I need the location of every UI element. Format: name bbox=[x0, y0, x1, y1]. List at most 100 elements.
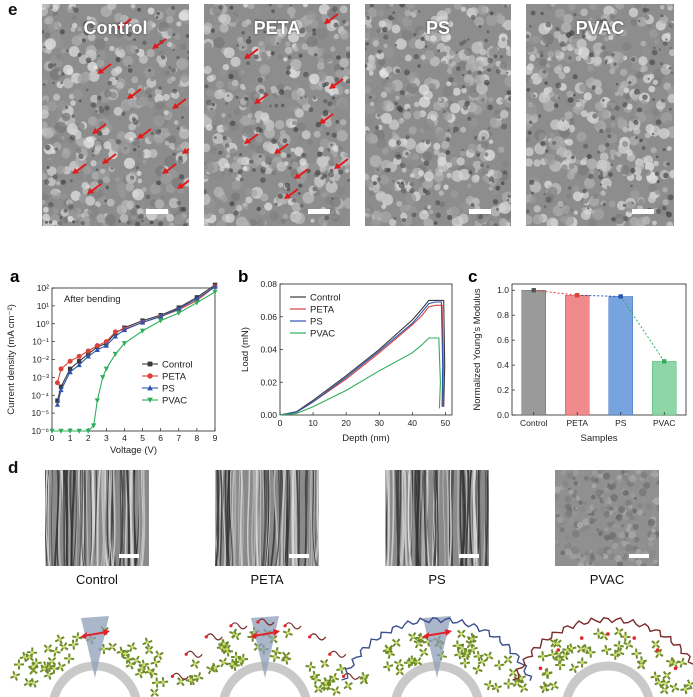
pore bbox=[492, 199, 499, 205]
grain bbox=[339, 5, 348, 14]
grain bbox=[236, 204, 243, 212]
grain bbox=[616, 4, 625, 10]
unit-core bbox=[626, 643, 630, 647]
pore bbox=[229, 120, 236, 127]
fringe bbox=[449, 470, 452, 566]
grain bbox=[42, 127, 54, 139]
grain bbox=[571, 542, 577, 548]
grain bbox=[488, 186, 493, 191]
grain bbox=[318, 146, 324, 153]
unit-core bbox=[410, 658, 414, 663]
perovskite-unit bbox=[305, 661, 316, 672]
pore bbox=[98, 107, 105, 114]
grain bbox=[616, 200, 627, 211]
data-point bbox=[112, 351, 118, 357]
perovskite-unit bbox=[138, 659, 149, 670]
grain bbox=[288, 31, 300, 43]
grain bbox=[622, 41, 632, 52]
grain bbox=[130, 4, 136, 9]
grain bbox=[583, 529, 591, 537]
pore bbox=[583, 143, 589, 149]
grain bbox=[255, 118, 261, 124]
pore bbox=[605, 142, 610, 148]
pore bbox=[486, 30, 490, 34]
grain bbox=[291, 202, 302, 212]
grain bbox=[147, 101, 154, 109]
grain bbox=[376, 138, 387, 149]
unit-core bbox=[316, 687, 320, 691]
grain bbox=[648, 85, 656, 93]
pore bbox=[253, 54, 259, 60]
grain bbox=[498, 201, 511, 214]
grain bbox=[614, 213, 625, 225]
red-arrow bbox=[324, 13, 339, 24]
fringe bbox=[312, 470, 317, 566]
grain bbox=[486, 218, 496, 226]
pore bbox=[571, 155, 575, 160]
pore bbox=[663, 172, 669, 179]
grain bbox=[621, 524, 625, 528]
fringe bbox=[78, 470, 81, 566]
perovskite-unit bbox=[549, 680, 559, 691]
grain bbox=[51, 133, 64, 146]
x-axis-label: Samples bbox=[581, 433, 618, 444]
pore bbox=[592, 113, 598, 119]
pore bbox=[582, 189, 587, 194]
pore bbox=[543, 193, 546, 196]
grain bbox=[452, 87, 461, 96]
perovskite-unit bbox=[10, 670, 21, 681]
grain bbox=[370, 101, 375, 106]
grain bbox=[51, 4, 59, 12]
grain bbox=[479, 175, 490, 186]
perovskite-unit bbox=[654, 648, 664, 659]
grain bbox=[294, 108, 304, 118]
grain bbox=[564, 111, 573, 120]
pore bbox=[252, 168, 256, 172]
grain bbox=[241, 20, 249, 28]
grain bbox=[156, 212, 165, 221]
grain bbox=[291, 89, 302, 101]
grain bbox=[503, 19, 511, 31]
grain bbox=[666, 221, 674, 226]
grain bbox=[343, 24, 350, 31]
perovskite-unit bbox=[231, 630, 242, 641]
perovskite-unit bbox=[393, 658, 404, 669]
pore bbox=[301, 152, 306, 158]
grain bbox=[485, 14, 498, 26]
grain bbox=[367, 91, 380, 103]
pore bbox=[110, 166, 114, 170]
pore bbox=[204, 84, 209, 89]
unit-core bbox=[346, 683, 350, 688]
y-tick-label: 0.00 bbox=[260, 410, 277, 420]
grain bbox=[474, 18, 480, 24]
y-axis-label: Load (mN) bbox=[240, 327, 251, 372]
unit-core bbox=[459, 632, 463, 636]
fringe bbox=[436, 470, 439, 566]
y-tick-label: 0.06 bbox=[260, 312, 277, 322]
fringe bbox=[141, 470, 146, 566]
grain bbox=[564, 495, 572, 503]
anchor-point bbox=[632, 636, 637, 640]
grain bbox=[46, 159, 52, 165]
grain bbox=[230, 161, 242, 173]
unit-core bbox=[147, 648, 151, 652]
fringe bbox=[215, 470, 220, 566]
strain-arrow-head bbox=[273, 629, 280, 636]
grain bbox=[599, 160, 612, 172]
pore bbox=[303, 71, 309, 78]
grain bbox=[335, 69, 344, 78]
grain bbox=[57, 26, 62, 31]
unit-core bbox=[75, 635, 79, 640]
fringe bbox=[262, 470, 268, 566]
perovskite-unit bbox=[144, 666, 155, 677]
grain bbox=[465, 195, 475, 205]
pore bbox=[171, 6, 175, 10]
perovskite-unit bbox=[64, 653, 75, 664]
unit-core bbox=[476, 667, 480, 672]
perovskite-unit bbox=[359, 671, 370, 682]
pore bbox=[400, 162, 406, 169]
pore bbox=[330, 181, 333, 184]
grain bbox=[564, 510, 573, 518]
grain bbox=[414, 25, 425, 36]
grain bbox=[529, 54, 536, 62]
